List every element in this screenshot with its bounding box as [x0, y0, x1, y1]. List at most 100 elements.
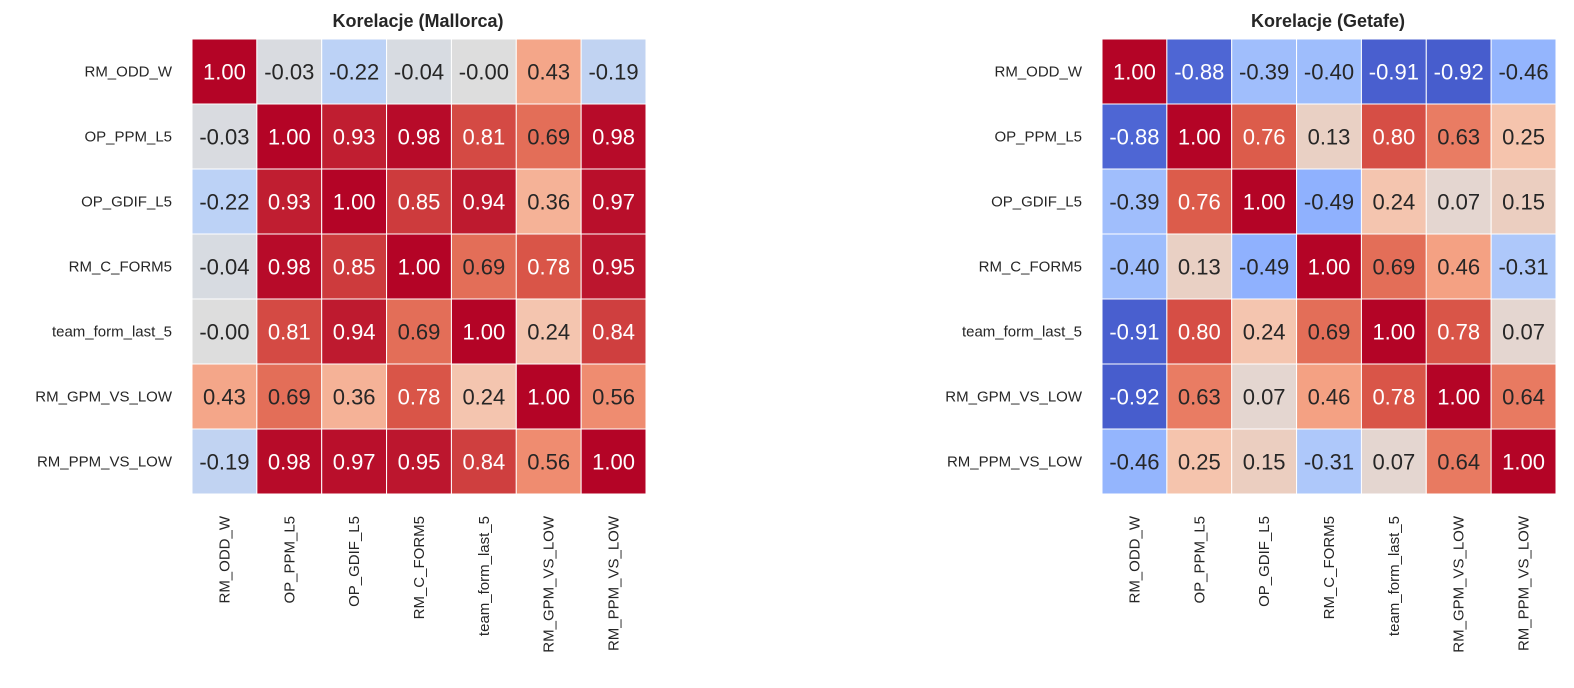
x-tick-label: RM_C_FORM5 [411, 516, 428, 619]
x-tick-label: OP_GDIF_L5 [346, 516, 363, 607]
heatmap-cell [386, 363, 452, 430]
heatmap-cell [1166, 298, 1233, 365]
cell-value-label: 1.00 [462, 320, 505, 345]
y-tick-labels: RM_ODD_W OP_PPM_L5 OP_GDIF_L5 RM_C_FORM5tea… [945, 64, 1083, 471]
heatmap-cell [321, 168, 388, 235]
x-tick-label: RM_ODD_W [216, 515, 233, 603]
heatmap-cell [1490, 233, 1557, 300]
heatmap-cell [1296, 168, 1362, 235]
cell-value-label: 0.94 [333, 320, 376, 345]
heatmap-cell [450, 363, 517, 430]
y-tick-labels: RM_ODD_W OP_PPM_L5 OP_GDIF_L5 RM_C_FORM5tea… [35, 64, 173, 471]
cell-value-label: 0.98 [268, 255, 311, 280]
cell-value-label: -0.91 [1109, 320, 1159, 345]
heatmap-cell [1425, 428, 1492, 495]
heatmap-cell [1296, 233, 1362, 300]
heatmap-cell [1425, 233, 1492, 300]
cell-value-label: 0.80 [1372, 125, 1415, 150]
y-tick-label: team_form_last_5 [962, 324, 1082, 341]
heatmap-cell [321, 363, 388, 430]
cell-value-label: 0.84 [592, 320, 635, 345]
cell-value-label: 0.24 [462, 385, 505, 410]
heatmap-cell [191, 38, 258, 105]
heatmap-cell [1425, 168, 1492, 235]
cell-value-label: 0.56 [592, 385, 635, 410]
heatmap-cell [450, 428, 517, 495]
cell-value-label: 0.64 [1502, 385, 1545, 410]
heatmap-cell [1490, 38, 1557, 105]
heatmap-mallorca: Korelacje (Mallorca) 1.00 -0.03 -0.22 -0.04… [35, 11, 647, 653]
cell-value-label: 0.78 [527, 255, 570, 280]
cell-value-label: 0.07 [1243, 385, 1286, 410]
heatmap-title: Korelacje (Getafe) [1251, 11, 1405, 31]
cell-value-label: -0.91 [1369, 60, 1419, 85]
heatmap-cell [191, 298, 258, 365]
heatmap-cell [191, 363, 258, 430]
heatmap-cell [1490, 363, 1557, 430]
cell-value-label: 0.81 [268, 320, 311, 345]
cell-value-label: 0.36 [527, 190, 570, 215]
cell-value-label: 0.13 [1308, 125, 1351, 150]
y-tick-label: RM_PPM_VS_LOW [947, 454, 1083, 471]
y-tick-label: RM_ODD_W [84, 64, 172, 81]
cell-value-label: 0.15 [1502, 190, 1545, 215]
heatmap-cell [256, 363, 323, 430]
cell-value-label: 0.98 [268, 450, 311, 475]
cell-value-label: 0.78 [1437, 320, 1480, 345]
cell-value-label: 1.00 [203, 60, 246, 85]
y-tick-label: RM_GPM_VS_LOW [945, 389, 1083, 406]
y-tick-label: RM_ODD_W [994, 64, 1082, 81]
heatmap-cell [1101, 428, 1168, 495]
heatmap-cell [1360, 298, 1427, 365]
heatmap-cell [580, 103, 647, 170]
heatmap-cell [1101, 168, 1168, 235]
x-tick-label: RM_GPM_VS_LOW [541, 515, 558, 653]
heatmap-cell [450, 168, 517, 235]
cell-value-label: 1.00 [268, 125, 311, 150]
cell-value-label: 1.00 [1502, 450, 1545, 475]
heatmap-cell [321, 38, 388, 105]
heatmap-cell [580, 428, 647, 495]
y-tick-label: OP_PPM_L5 [994, 129, 1082, 146]
cell-value-label: -0.00 [459, 60, 509, 85]
heatmap-cell [1360, 233, 1427, 300]
cell-value-label: -0.19 [199, 450, 249, 475]
cell-value-label: 0.95 [398, 450, 441, 475]
heatmap-cell [1231, 363, 1298, 430]
cell-value-label: -0.19 [588, 60, 638, 85]
heatmap-cell [1360, 428, 1427, 495]
heatmap-cell [1360, 38, 1427, 105]
x-tick-label: OP_GDIF_L5 [1256, 516, 1273, 607]
cell-value-label: 0.69 [527, 125, 570, 150]
heatmap-cell [1231, 233, 1298, 300]
cell-value-label: 0.24 [1243, 320, 1286, 345]
cell-value-label: 0.43 [527, 60, 570, 85]
cell-value-label: 0.78 [398, 385, 441, 410]
y-tick-label: OP_GDIF_L5 [991, 194, 1082, 211]
heatmap-cell [1101, 363, 1168, 430]
cell-value-label: 0.93 [268, 190, 311, 215]
heatmap-cell [1360, 168, 1427, 235]
cell-value-label: 0.13 [1178, 255, 1221, 280]
cell-value-label: -0.31 [1304, 450, 1354, 475]
heatmap-getafe: Korelacje (Getafe) 1.00 -0.88 -0.39 -0.40 -0… [945, 11, 1557, 653]
x-tick-label: RM_C_FORM5 [1321, 516, 1338, 619]
cell-value-label: -0.46 [1498, 60, 1548, 85]
x-tick-label: RM_PPM_VS_LOW [1516, 515, 1533, 651]
cell-value-label: 0.76 [1178, 190, 1221, 215]
x-tick-label: RM_PPM_VS_LOW [606, 515, 623, 651]
heatmap-cell [1360, 363, 1427, 430]
cell-value-label: 0.07 [1437, 190, 1480, 215]
cell-value-label: 0.07 [1502, 320, 1545, 345]
heatmap-cell [1166, 233, 1233, 300]
x-tick-label: OP_PPM_L5 [281, 516, 298, 604]
heatmap-cell [386, 233, 452, 300]
cell-value-label: 0.97 [592, 190, 635, 215]
heatmap-cell [1231, 103, 1298, 170]
cell-value-label: 1.00 [1437, 385, 1480, 410]
cell-value-label: 0.85 [333, 255, 376, 280]
heatmap-cell [580, 168, 647, 235]
heatmap-cell [1425, 38, 1492, 105]
cell-value-label: -0.40 [1304, 60, 1354, 85]
